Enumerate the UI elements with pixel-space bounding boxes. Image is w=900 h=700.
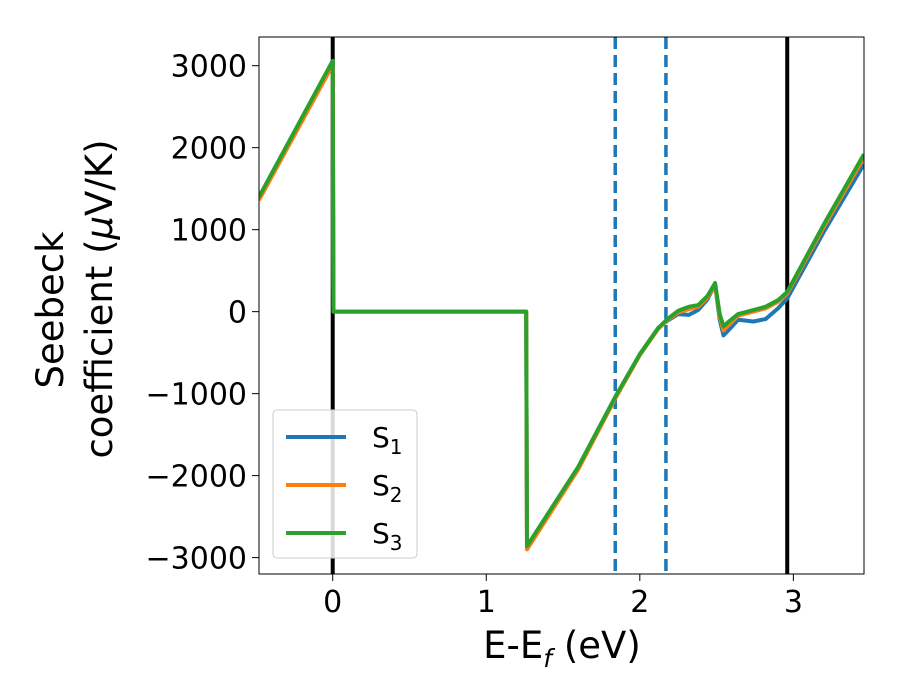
legend-label-s2: S2 — [372, 469, 403, 507]
y-tick-label: 3000 — [171, 50, 247, 85]
x-tick-label: 3 — [784, 585, 803, 620]
series-group — [259, 58, 864, 552]
y-tick-label: −3000 — [146, 542, 247, 577]
y-axis-title-mu: μ — [78, 216, 121, 241]
x-tick-label: 0 — [323, 585, 342, 620]
x-axis-title: E-Ef (eV) — [483, 624, 641, 673]
y-axis-title-line2: coefficient (μV/K) — [78, 139, 121, 458]
plot-frame — [258, 36, 865, 575]
y-tick-label: −1000 — [146, 378, 247, 413]
legend-label-s1: S1 — [372, 421, 403, 459]
legend: S1 S2 S3 — [272, 409, 418, 559]
series-line-s3 — [259, 58, 864, 549]
x-axis-title-unit: (eV) — [552, 624, 641, 667]
x-tick-label: 2 — [630, 585, 649, 620]
y-axis-ticks: 3000 2000 1000 0 −1000 −2000 −3000 — [146, 50, 259, 577]
legend-label-s3: S3 — [372, 517, 403, 555]
x-tick-label: 1 — [477, 585, 496, 620]
y-tick-label: 2000 — [171, 132, 247, 167]
y-axis-title-line1: Seebeck — [29, 231, 72, 389]
y-tick-label: −2000 — [146, 460, 247, 495]
y-tick-label: 0 — [228, 296, 247, 331]
y-tick-label: 1000 — [171, 214, 247, 249]
x-axis-ticks: 0 1 2 3 — [323, 574, 803, 620]
